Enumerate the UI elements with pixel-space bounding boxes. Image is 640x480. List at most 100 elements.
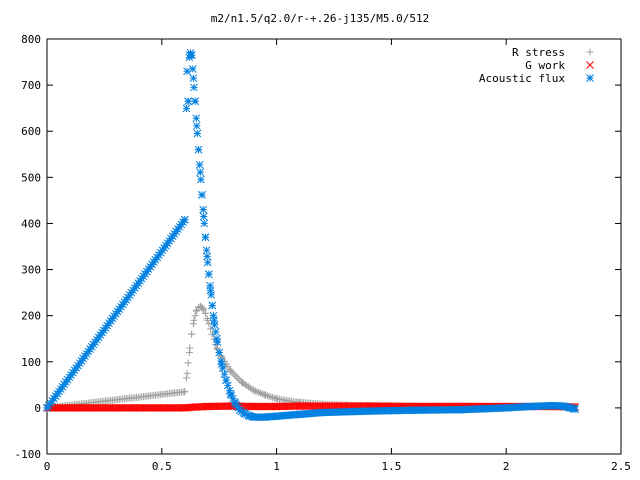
- marker-stroke: [188, 65, 197, 73]
- y-tick-label: -100: [15, 448, 42, 461]
- data-point-dense: [205, 270, 213, 279]
- marker-stroke: [220, 370, 229, 379]
- marker-stroke: [205, 270, 213, 279]
- data-point-dense: [203, 315, 211, 323]
- marker-stroke: [184, 403, 193, 412]
- data-point-dense: [186, 344, 194, 352]
- marker-stroke: [199, 212, 208, 221]
- marker-stroke: [215, 348, 224, 357]
- marker-stroke: [230, 398, 239, 406]
- marker-stroke: [192, 122, 201, 130]
- marker-stroke: [180, 404, 189, 412]
- series-r-stress: [43, 302, 579, 412]
- marker-stroke: [232, 401, 241, 409]
- y-tick-label: 400: [21, 217, 41, 230]
- data-point: [203, 258, 212, 267]
- data-point-dense: [189, 320, 197, 328]
- data-point-dense: [196, 168, 205, 177]
- marker-stroke: [189, 403, 198, 412]
- marker-stroke: [570, 405, 578, 413]
- y-tick-label: 0: [34, 402, 41, 415]
- marker-stroke: [217, 360, 226, 368]
- data-points: [43, 48, 579, 421]
- marker-stroke: [568, 404, 577, 413]
- marker-stroke: [223, 381, 232, 390]
- data-point-dense: [182, 374, 190, 382]
- data-point-dense: [223, 381, 232, 390]
- marker-stroke: [586, 74, 594, 82]
- data-point-dense: [180, 215, 189, 224]
- data-point-dense: [189, 74, 198, 83]
- marker-stroke: [182, 403, 191, 412]
- data-point-dense: [258, 390, 266, 398]
- x-tick-label: 2: [503, 460, 510, 473]
- y-tick-label: 200: [21, 310, 41, 323]
- marker-stroke: [210, 316, 218, 325]
- marker-stroke: [208, 301, 217, 310]
- series-acoustic-flux: [43, 48, 579, 421]
- x-tick-label: 2.5: [611, 460, 631, 473]
- data-point-dense: [267, 393, 275, 401]
- data-point-dense: [262, 391, 270, 399]
- data-point: [190, 83, 198, 92]
- data-point: [192, 114, 201, 123]
- x-tick-label: 1.5: [381, 460, 401, 473]
- data-point: [193, 129, 202, 138]
- data-point-dense: [184, 359, 192, 367]
- marker-stroke: [202, 246, 211, 255]
- y-tick-label: 300: [21, 264, 41, 277]
- data-point: [199, 205, 207, 214]
- data-point: [200, 219, 209, 228]
- data-point-dense: [208, 301, 217, 310]
- data-point-dense: [181, 388, 189, 396]
- marker-stroke: [180, 215, 189, 224]
- data-point-dense: [229, 369, 237, 377]
- marker-stroke: [225, 386, 234, 395]
- legend-marker: [586, 48, 594, 56]
- data-point: [195, 161, 204, 169]
- data-point: [204, 316, 212, 324]
- marker-stroke: [187, 403, 196, 412]
- y-tick-label: 100: [21, 356, 41, 369]
- data-point-dense: [234, 374, 242, 382]
- marker-stroke: [213, 334, 221, 343]
- marker-stroke: [182, 104, 191, 113]
- data-point: [202, 246, 211, 255]
- y-tick-label: 800: [21, 33, 41, 46]
- y-tick-label: 700: [21, 79, 41, 92]
- marker-stroke: [195, 161, 204, 169]
- marker-stroke: [186, 403, 194, 412]
- marker-stroke: [199, 205, 207, 214]
- data-point: [192, 307, 200, 315]
- data-point-dense: [269, 393, 277, 401]
- data-point-dense: [270, 394, 278, 402]
- marker-stroke: [179, 404, 187, 412]
- marker-stroke: [566, 404, 575, 412]
- x-tick-label: 1: [273, 460, 280, 473]
- data-point: [183, 369, 191, 377]
- data-point-dense: [213, 338, 222, 347]
- data-point-dense: [201, 309, 209, 317]
- data-point-dense: [191, 97, 199, 106]
- data-point-dense: [191, 312, 199, 320]
- chart-title: m2/n1.5/q2.0/r-+.26-j135/M5.0/512: [211, 12, 430, 25]
- marker-stroke: [196, 168, 205, 177]
- marker-stroke: [203, 258, 212, 267]
- marker-stroke: [211, 327, 220, 336]
- data-point-dense: [184, 97, 193, 106]
- plot-area: [46, 38, 622, 455]
- marker-stroke: [222, 376, 230, 385]
- marker-stroke: [191, 97, 199, 106]
- y-tick-label: 500: [21, 171, 41, 184]
- data-point-dense: [217, 357, 225, 366]
- marker-stroke: [196, 175, 205, 184]
- marker-stroke: [192, 114, 201, 123]
- marker-stroke: [218, 364, 227, 372]
- data-point-dense: [200, 306, 208, 314]
- marker-stroke: [242, 410, 251, 419]
- data-point-dense: [215, 348, 224, 357]
- marker-stroke: [201, 233, 210, 242]
- data-point-dense: [210, 316, 218, 325]
- data-point-dense: [265, 392, 273, 400]
